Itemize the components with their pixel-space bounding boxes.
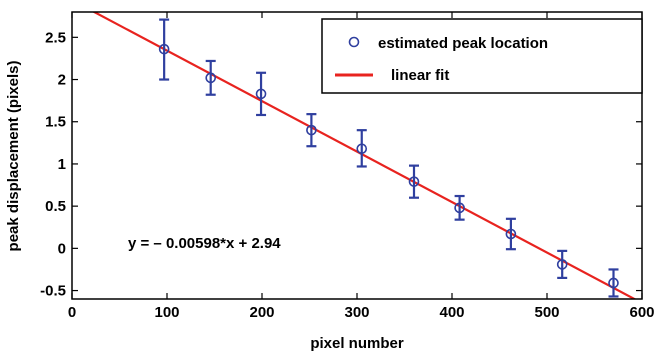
fit-equation: y = – 0.00598*x + 2.94 xyxy=(128,235,281,252)
legend-box xyxy=(321,18,643,94)
legend: estimated peak location linear fit xyxy=(321,18,643,94)
x-tick-label: 0 xyxy=(68,304,76,321)
data-point xyxy=(608,277,619,289)
y-tick-label: 2 xyxy=(58,72,66,89)
y-axis-title: peak displacement (pixels) xyxy=(5,61,22,252)
data-point xyxy=(205,72,216,84)
data-point xyxy=(306,124,317,136)
x-tick-label: 600 xyxy=(629,304,654,321)
y-tick-label: 2.5 xyxy=(45,29,66,46)
data-point xyxy=(356,143,368,155)
x-tick-label: 300 xyxy=(344,304,369,321)
data-point xyxy=(158,43,170,55)
legend-label-fit: linear fit xyxy=(391,67,449,84)
x-axis-title: pixel number xyxy=(310,335,404,352)
y-tick-label: 1 xyxy=(58,156,66,173)
y-tick-label: 0 xyxy=(58,240,66,257)
data-point xyxy=(505,228,517,240)
y-tick-label: 0.5 xyxy=(45,198,66,215)
linear-fit-line xyxy=(91,12,637,299)
x-tick-label: 200 xyxy=(249,304,274,321)
ticks-layer: 0 100 200 300 400 500 600-0.500.511.522.5 xyxy=(40,12,655,321)
data-point xyxy=(255,88,267,100)
data-point xyxy=(454,202,465,214)
data-point xyxy=(556,259,568,270)
x-tick-label: 400 xyxy=(439,304,464,321)
y-tick-label: 1.5 xyxy=(45,114,66,131)
x-tick-label: 500 xyxy=(534,304,559,321)
legend-label-estimated: estimated peak location xyxy=(378,35,548,52)
y-tick-label: -0.5 xyxy=(40,283,66,300)
data-point xyxy=(408,176,420,187)
series-layer xyxy=(91,12,637,299)
legend-marker-estimated xyxy=(348,36,360,48)
x-tick-label: 100 xyxy=(154,304,179,321)
